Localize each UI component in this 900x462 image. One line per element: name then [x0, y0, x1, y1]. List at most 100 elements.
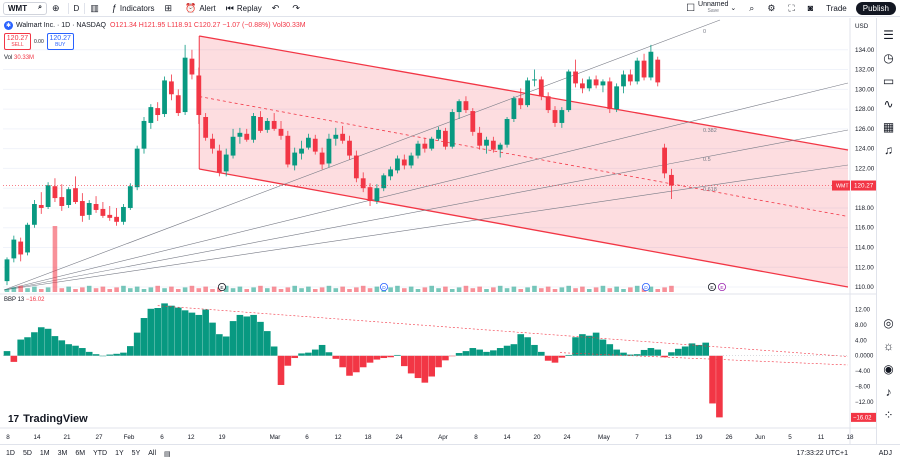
lightbulb-icon[interactable]: ☼: [883, 339, 894, 353]
buy-button[interactable]: 120.27 BUY: [46, 33, 74, 50]
candle-body: [484, 139, 489, 146]
volume-bar: [59, 288, 65, 292]
range-button-all[interactable]: All: [148, 450, 157, 457]
range-button-1d[interactable]: 1D: [6, 450, 15, 457]
candle-body: [593, 79, 599, 86]
candle-body: [175, 95, 181, 114]
alarm-icon: ⏰: [185, 2, 197, 13]
volume-bar: [470, 288, 476, 292]
volume-bar: [436, 288, 441, 292]
publish-button[interactable]: Publish: [855, 1, 896, 15]
candle-body: [436, 129, 441, 139]
redo-button[interactable]: ↷: [287, 0, 308, 17]
volume-bar: [518, 289, 524, 292]
bbp-bar: [373, 355, 381, 360]
volume-bar: [319, 287, 325, 292]
apps-icon[interactable]: ⁘: [883, 408, 894, 422]
range-button-1m[interactable]: 1M: [39, 450, 50, 457]
bbp-bar: [654, 349, 662, 356]
fib-label-0.618: 0.618: [703, 187, 717, 193]
bbp-bar: [716, 355, 723, 418]
time-tick-label: 18: [364, 434, 372, 441]
volume-bar: [196, 288, 202, 292]
time-tick-label: 21: [63, 434, 71, 441]
trade-button[interactable]: Trade: [826, 3, 847, 13]
volume-bar: [237, 286, 243, 292]
candle-body: [203, 117, 209, 138]
quick-search-button[interactable]: ⌕: [744, 0, 762, 17]
target-icon[interactable]: ◎: [883, 316, 894, 330]
volume-bar: [175, 289, 181, 292]
bbp-bar: [65, 344, 72, 356]
clock-display[interactable]: 17:33:22 UTC+1: [796, 450, 848, 457]
candle-body: [490, 140, 496, 150]
candle-body: [148, 107, 154, 123]
candle-body: [196, 75, 202, 116]
bbp-bar: [544, 355, 552, 361]
bbp-bar: [24, 337, 31, 356]
fib-fan-line-2: [3, 129, 849, 291]
calendar-icon[interactable]: ▦: [882, 120, 895, 134]
candle-body: [353, 155, 359, 179]
range-button-6m[interactable]: 6M: [75, 450, 86, 457]
undo-button[interactable]: ↶: [267, 0, 288, 17]
alert-button[interactable]: ⏰ Alert: [180, 0, 221, 17]
watchlist-icon[interactable]: ☰: [883, 28, 894, 42]
bbp-bar: [517, 334, 525, 356]
indicators-button[interactable]: ƒ Indicators: [107, 0, 160, 17]
range-button-ytd[interactable]: YTD: [93, 450, 108, 457]
volume-bar: [360, 285, 366, 292]
volume-bar: [347, 289, 352, 292]
interval-button[interactable]: D: [73, 3, 80, 13]
candle-body: [333, 134, 339, 139]
volume-bar: [32, 286, 37, 292]
symbol-search-button[interactable]: WMT ⌕: [3, 1, 47, 15]
range-button-5y[interactable]: 5Y: [131, 450, 141, 457]
sell-button[interactable]: 120.27 SELL: [4, 33, 31, 50]
chart-type-button[interactable]: ▥: [85, 0, 107, 17]
candle-body: [641, 60, 647, 78]
candle-body: [45, 185, 51, 207]
layout-button[interactable]: ☐ Unnamed Save ⌄: [681, 0, 744, 17]
range-button-5d[interactable]: 5D: [22, 450, 32, 457]
range-button-1y[interactable]: 1Y: [115, 450, 124, 457]
volume-bar: [258, 285, 263, 292]
replay-button[interactable]: ⏮ Replay: [221, 0, 267, 17]
volume-bar: [628, 287, 633, 292]
divider: [84, 2, 86, 14]
volume-bar: [86, 285, 92, 292]
volume-bar: [463, 285, 469, 292]
candle-body: [559, 110, 565, 123]
volume-bar: [306, 286, 311, 292]
bbp-bar: [640, 349, 648, 356]
chat-icon[interactable]: ▭: [882, 74, 895, 88]
adjust-toggle[interactable]: ADJ: [878, 450, 892, 457]
event-marker-label: D: [382, 285, 386, 291]
settings-button[interactable]: ⚙: [762, 0, 783, 17]
range-button-3m[interactable]: 3M: [57, 450, 68, 457]
bell-icon[interactable]: ♫: [884, 143, 893, 157]
pulse-icon[interactable]: ∿: [883, 97, 894, 111]
templates-button[interactable]: ⊞: [160, 0, 181, 17]
symbol-description[interactable]: Walmart Inc. · 1D · NASDAQ: [16, 22, 106, 29]
candle-body: [162, 80, 167, 115]
compare-button[interactable]: ⊕: [47, 0, 68, 17]
volume-bar: [326, 285, 332, 292]
candle-body: [360, 178, 366, 189]
candle-body: [449, 112, 455, 147]
ohlc-values: O121.34 H121.95 L118.91 C120.27 −1.07 (−…: [109, 22, 306, 29]
checkbox-icon: ☐: [686, 2, 696, 14]
volume-bar: [73, 289, 78, 292]
alarm-icon[interactable]: ♪: [885, 385, 892, 399]
fullscreen-button[interactable]: ⛶: [783, 0, 802, 17]
date-range-icon[interactable]: ▤: [164, 450, 171, 458]
broadcast-icon[interactable]: ◉: [883, 362, 894, 376]
bbp-bar: [462, 351, 470, 356]
volume-bar: [600, 285, 606, 292]
bbp-bar: [222, 336, 230, 356]
clock-icon[interactable]: ◷: [883, 51, 894, 65]
volume-bar: [497, 285, 503, 292]
candle-body: [52, 186, 58, 199]
snapshot-button[interactable]: ◙: [803, 0, 821, 17]
